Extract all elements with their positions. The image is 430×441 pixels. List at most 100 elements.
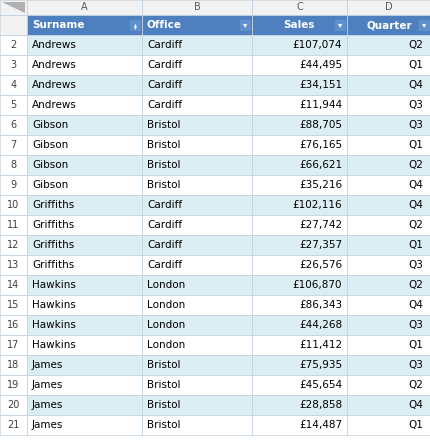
Text: James: James bbox=[32, 420, 63, 430]
FancyBboxPatch shape bbox=[333, 19, 345, 31]
Text: £106,870: £106,870 bbox=[292, 280, 341, 290]
FancyBboxPatch shape bbox=[141, 35, 252, 55]
Text: £34,151: £34,151 bbox=[298, 80, 341, 90]
Text: London: London bbox=[147, 300, 185, 310]
FancyBboxPatch shape bbox=[252, 215, 346, 235]
FancyBboxPatch shape bbox=[141, 375, 252, 395]
Text: £28,858: £28,858 bbox=[298, 400, 341, 410]
Text: James: James bbox=[32, 400, 63, 410]
Text: Cardiff: Cardiff bbox=[147, 200, 182, 210]
FancyBboxPatch shape bbox=[252, 315, 346, 335]
Text: £76,165: £76,165 bbox=[298, 140, 341, 150]
FancyBboxPatch shape bbox=[141, 195, 252, 215]
FancyBboxPatch shape bbox=[0, 315, 27, 335]
FancyBboxPatch shape bbox=[346, 235, 430, 255]
Text: 5: 5 bbox=[10, 100, 17, 110]
Text: ▾: ▾ bbox=[133, 25, 136, 30]
FancyBboxPatch shape bbox=[346, 35, 430, 55]
FancyBboxPatch shape bbox=[0, 35, 27, 55]
FancyBboxPatch shape bbox=[252, 395, 346, 415]
Text: £26,576: £26,576 bbox=[298, 260, 341, 270]
FancyBboxPatch shape bbox=[27, 55, 141, 75]
FancyBboxPatch shape bbox=[346, 0, 430, 15]
Text: Hawkins: Hawkins bbox=[32, 280, 76, 290]
Text: London: London bbox=[147, 280, 185, 290]
FancyBboxPatch shape bbox=[252, 135, 346, 155]
FancyBboxPatch shape bbox=[0, 335, 27, 355]
Text: 21: 21 bbox=[7, 420, 20, 430]
FancyBboxPatch shape bbox=[141, 295, 252, 315]
FancyBboxPatch shape bbox=[252, 75, 346, 95]
Text: Q3: Q3 bbox=[407, 120, 422, 130]
FancyBboxPatch shape bbox=[141, 75, 252, 95]
FancyBboxPatch shape bbox=[346, 315, 430, 335]
Text: 7: 7 bbox=[10, 140, 17, 150]
Text: A: A bbox=[81, 3, 88, 12]
FancyBboxPatch shape bbox=[0, 95, 27, 115]
Text: Hawkins: Hawkins bbox=[32, 300, 76, 310]
Text: Q1: Q1 bbox=[407, 240, 422, 250]
Text: 12: 12 bbox=[7, 240, 20, 250]
Text: 2: 2 bbox=[10, 40, 17, 50]
Text: Gibson: Gibson bbox=[32, 140, 68, 150]
FancyBboxPatch shape bbox=[27, 215, 141, 235]
FancyBboxPatch shape bbox=[0, 0, 27, 15]
Text: 4: 4 bbox=[10, 80, 16, 90]
FancyBboxPatch shape bbox=[346, 355, 430, 375]
Text: Office: Office bbox=[147, 20, 181, 30]
Text: C: C bbox=[295, 3, 302, 12]
FancyBboxPatch shape bbox=[0, 275, 27, 295]
Text: Q2: Q2 bbox=[407, 220, 422, 230]
FancyBboxPatch shape bbox=[141, 315, 252, 335]
FancyBboxPatch shape bbox=[141, 215, 252, 235]
Text: Cardiff: Cardiff bbox=[147, 260, 182, 270]
Text: £66,621: £66,621 bbox=[298, 160, 341, 170]
FancyBboxPatch shape bbox=[0, 115, 27, 135]
Text: £27,357: £27,357 bbox=[298, 240, 341, 250]
FancyBboxPatch shape bbox=[346, 15, 430, 35]
FancyBboxPatch shape bbox=[417, 19, 429, 31]
Text: Q4: Q4 bbox=[407, 300, 422, 310]
FancyBboxPatch shape bbox=[141, 275, 252, 295]
FancyBboxPatch shape bbox=[27, 0, 141, 15]
FancyBboxPatch shape bbox=[346, 415, 430, 435]
FancyBboxPatch shape bbox=[141, 175, 252, 195]
Text: 10: 10 bbox=[7, 200, 20, 210]
FancyBboxPatch shape bbox=[141, 155, 252, 175]
FancyBboxPatch shape bbox=[27, 155, 141, 175]
Text: Q2: Q2 bbox=[407, 280, 422, 290]
Text: £86,343: £86,343 bbox=[298, 300, 341, 310]
FancyBboxPatch shape bbox=[346, 175, 430, 195]
FancyBboxPatch shape bbox=[252, 115, 346, 135]
FancyBboxPatch shape bbox=[27, 195, 141, 215]
Text: Q2: Q2 bbox=[407, 40, 422, 50]
FancyBboxPatch shape bbox=[27, 35, 141, 55]
Text: 20: 20 bbox=[7, 400, 20, 410]
Text: 17: 17 bbox=[7, 340, 20, 350]
Text: £102,116: £102,116 bbox=[292, 200, 341, 210]
Text: Gibson: Gibson bbox=[32, 180, 68, 190]
Text: Q1: Q1 bbox=[407, 60, 422, 70]
Text: Griffiths: Griffiths bbox=[32, 260, 74, 270]
FancyBboxPatch shape bbox=[346, 55, 430, 75]
Text: Cardiff: Cardiff bbox=[147, 60, 182, 70]
Text: James: James bbox=[32, 360, 63, 370]
Text: Bristol: Bristol bbox=[147, 420, 180, 430]
Text: Q3: Q3 bbox=[407, 320, 422, 330]
FancyBboxPatch shape bbox=[27, 15, 141, 35]
FancyBboxPatch shape bbox=[252, 35, 346, 55]
Text: ▴: ▴ bbox=[133, 22, 136, 27]
FancyBboxPatch shape bbox=[141, 115, 252, 135]
FancyBboxPatch shape bbox=[27, 95, 141, 115]
Text: Q4: Q4 bbox=[407, 400, 422, 410]
Text: Griffiths: Griffiths bbox=[32, 240, 74, 250]
FancyBboxPatch shape bbox=[239, 19, 250, 31]
FancyBboxPatch shape bbox=[346, 275, 430, 295]
FancyBboxPatch shape bbox=[0, 395, 27, 415]
Text: 6: 6 bbox=[10, 120, 16, 130]
FancyBboxPatch shape bbox=[346, 335, 430, 355]
FancyBboxPatch shape bbox=[0, 255, 27, 275]
Text: Cardiff: Cardiff bbox=[147, 40, 182, 50]
Text: 14: 14 bbox=[7, 280, 20, 290]
FancyBboxPatch shape bbox=[346, 95, 430, 115]
